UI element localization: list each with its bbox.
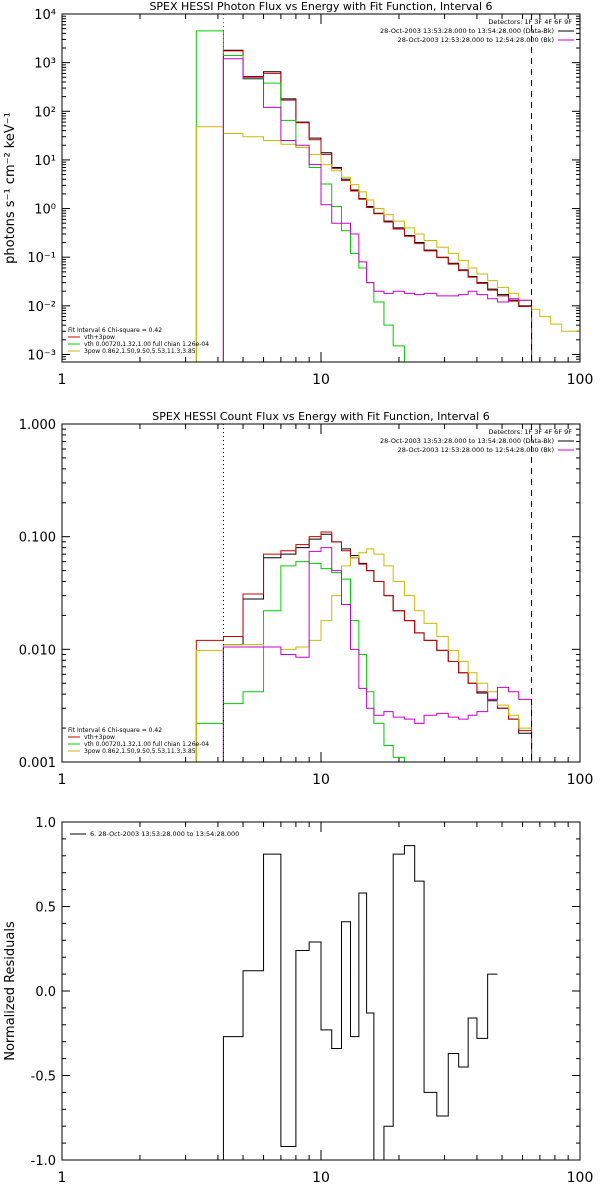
legend-entry: vth+3pow — [84, 334, 115, 341]
x-tick-label: 10 — [312, 1170, 330, 1186]
legend-entry: 28-Oct-2003 13:53:28.000 to 13:54:28.000… — [380, 437, 554, 445]
x-tick-label: 100 — [567, 1170, 594, 1186]
plot-frame — [61, 821, 581, 1161]
y-tick-label: 10³ — [34, 57, 56, 72]
series-vth-3pow — [222, 50, 533, 362]
chart-title: SPEX HESSI Photon Flux vs Energy with Fi… — [149, 0, 492, 13]
series-vth-3pow — [195, 531, 533, 762]
series-bk — [222, 547, 533, 762]
series-bk — [222, 58, 533, 362]
legend-entry: 3pow 0.862,1.50,9.50,5.53,11.3,3.85 — [84, 348, 196, 355]
y-tick-label: 10⁴ — [34, 8, 56, 23]
series-3pow — [195, 126, 580, 362]
y-tick-label: 0.001 — [19, 756, 56, 771]
y-tick-label: 0.0 — [35, 985, 56, 1000]
photon-flux-panel: SPEX HESSI Photon Flux vs Energy with Fi… — [3, 0, 593, 388]
y-tick-label: 0.5 — [35, 901, 56, 916]
legend-entry: vth 0.00720,1.32,1.00 full chian 1.26e-0… — [84, 741, 209, 748]
legend-entry: vth 0.00720,1.32,1.00 full chian 1.26e-0… — [84, 341, 209, 348]
legend-entry: 28-Oct-2003 12:53:28.000 to 12:54:28.000… — [398, 446, 554, 454]
plot-frame — [61, 423, 581, 763]
x-tick-label: 10 — [312, 772, 330, 788]
x-tick-label: 1 — [58, 372, 67, 388]
y-axis-label: Normalized Residuals — [3, 921, 18, 1061]
x-tick-label: 100 — [567, 772, 594, 788]
y-tick-label: 10⁻¹ — [27, 251, 56, 266]
count-flux-panel: SPEX HESSI Count Flux vs Energy with Fit… — [19, 410, 594, 788]
series-data-bk — [222, 49, 533, 362]
y-tick-label: 10⁻³ — [27, 348, 56, 363]
residuals-panel: Normalized Residuals 1.0 0.5 0.0 -0.5 -1.01 10… — [3, 816, 593, 1186]
legend-entry: 3pow 0.862,1.50,9.50,5.53,11.3,3.85 — [84, 748, 196, 755]
x-tick-label: 10 — [312, 372, 330, 388]
legend-entry: 28-Oct-2003 12:53:28.000 to 12:54:28.000… — [398, 36, 554, 44]
series-vth — [195, 30, 405, 362]
legend-entry: 28-Oct-2003 13:53:28.000 to 13:54:28.000… — [380, 27, 554, 35]
legend-entry: Detectors: 1F 3F 4F 6F 9F — [488, 18, 572, 26]
y-tick-label: 1.000 — [19, 418, 56, 433]
y-tick-label: 10⁰ — [34, 203, 56, 218]
series-data-bk — [222, 533, 533, 762]
y-tick-label: 10² — [34, 105, 56, 120]
x-tick-label: 100 — [567, 372, 594, 388]
legend-entry: Fit Interval 6 Chi-square = 0.42 — [68, 727, 162, 734]
chart-title: SPEX HESSI Count Flux vs Energy with Fit… — [152, 410, 489, 423]
y-tick-label: 10¹ — [34, 154, 56, 169]
y-axis-label: photons s⁻¹ cm⁻² keV⁻¹ — [3, 112, 18, 264]
y-tick-label: 10⁻² — [27, 300, 56, 315]
legend-entry: vth+3pow — [84, 734, 115, 741]
plot-frame — [61, 13, 581, 363]
y-tick-label: -0.5 — [31, 1070, 56, 1085]
x-tick-label: 1 — [58, 1170, 67, 1186]
series-6-28-oct-2003-13-53-28-000-to-13-54-28-000 — [222, 845, 498, 1160]
x-tick-label: 1 — [58, 772, 67, 788]
legend-entry: Detectors: 1F 3F 4F 6F 9F — [488, 428, 572, 436]
y-tick-label: 1.0 — [35, 816, 56, 831]
y-tick-label: 0.100 — [19, 531, 56, 546]
series-group — [195, 531, 533, 762]
series-group — [222, 845, 498, 1160]
y-tick-label: -1.0 — [31, 1154, 56, 1169]
y-tick-label: 0.010 — [19, 643, 56, 658]
series-vth — [195, 561, 405, 762]
legend-entry: Fit Interval 6 Chi-square = 0.42 — [68, 327, 162, 334]
series-group — [195, 30, 580, 362]
series-3pow — [195, 548, 533, 762]
legend-entry: 6. 28-Oct-2003 13:53:28.000 to 13:54:28.… — [90, 830, 239, 838]
